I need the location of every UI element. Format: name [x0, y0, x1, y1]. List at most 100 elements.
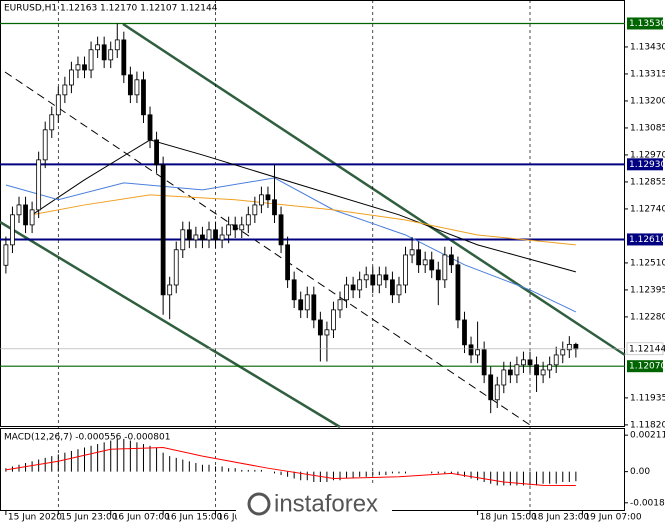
watermark: instaforex	[236, 486, 392, 522]
candle-body	[160, 164, 166, 296]
candle-body	[95, 44, 101, 51]
candle-body	[304, 294, 310, 311]
candle-body	[49, 114, 55, 131]
y-tick-label: 1.12855	[630, 177, 665, 187]
candle-body	[317, 319, 323, 336]
candle-body	[272, 199, 277, 216]
candle-body	[501, 369, 507, 386]
level-label: 1.12610	[629, 235, 665, 245]
candle-body	[213, 229, 218, 241]
x-tick-label: 15 Jun 2020	[8, 513, 62, 523]
candle-body	[62, 84, 68, 96]
candle-body	[10, 214, 15, 246]
candle-body	[265, 194, 271, 201]
candle-body	[521, 359, 526, 366]
y-tick-label: 1.13430	[630, 42, 665, 52]
candle-body	[573, 343, 579, 350]
candle-body	[88, 49, 94, 71]
candle-body	[285, 244, 291, 281]
candle-body	[55, 94, 61, 116]
indicator-title: MACD(12,26,7) -0.000556 -0.000801	[4, 433, 170, 443]
main-panel	[0, 0, 625, 427]
candle-body	[245, 214, 251, 226]
y-tick-label: 0.00	[630, 467, 650, 477]
y-tick-label: 1.13085	[630, 123, 665, 133]
candle-body	[429, 259, 435, 271]
y-tick-label: 1.12510	[630, 258, 665, 268]
candle-body	[232, 224, 238, 231]
candle-body	[69, 69, 74, 86]
x-tick-label: 16 Jun 07:00	[113, 513, 170, 523]
candle-body	[350, 284, 356, 291]
candle-body	[566, 343, 572, 351]
y-tick-label: 1.12970	[630, 150, 665, 160]
candle-body	[534, 364, 539, 376]
y-tick-label: 1.13200	[630, 96, 665, 106]
candle-body	[507, 369, 513, 376]
candle-body	[311, 294, 317, 321]
x-tick-label: 18 Jun 23:00	[532, 513, 589, 523]
candle-body	[42, 129, 48, 161]
candle-body	[291, 279, 297, 301]
candle-body	[481, 349, 487, 376]
candle-body	[344, 284, 349, 301]
candle-body	[101, 44, 107, 61]
watermark-text: instaforex	[274, 490, 378, 517]
candle-body	[23, 204, 28, 226]
candle-body	[114, 39, 120, 51]
candle-body	[141, 79, 146, 116]
candle-body	[219, 234, 225, 241]
candle-body	[376, 274, 382, 286]
level-label: 1.12930	[629, 160, 665, 170]
x-tick-label: 16 Jun 15:00	[165, 513, 222, 523]
candle-body	[258, 194, 264, 206]
candle-body	[127, 74, 133, 96]
candle-body	[553, 354, 559, 366]
x-tick-label: 15 Jun 23:00	[60, 513, 117, 523]
candle-body	[422, 259, 428, 266]
moving-average	[31, 139, 576, 273]
candle-body	[206, 229, 212, 241]
level-label-box	[627, 360, 663, 373]
candle-body	[527, 359, 533, 366]
candle-body	[186, 229, 192, 241]
candle-body	[409, 249, 415, 256]
candle-body	[547, 364, 553, 371]
candle-body	[134, 79, 140, 96]
candle-body	[298, 299, 304, 311]
candle-body	[324, 329, 330, 336]
candle-body	[435, 269, 441, 281]
watermark-icon	[247, 492, 271, 516]
y-tick-label: 1.12395	[630, 285, 665, 295]
candle-body	[173, 249, 179, 286]
candle-body	[462, 319, 467, 346]
candle-body	[167, 284, 173, 296]
signal-line	[5, 447, 576, 486]
y-tick-label: 0.002117	[630, 431, 665, 441]
candle-body	[416, 249, 422, 266]
candle-body	[383, 274, 389, 281]
candle-body	[448, 254, 454, 266]
candle-body	[180, 229, 186, 251]
level-label-box	[627, 17, 663, 30]
candle-body	[200, 234, 205, 241]
y-tick-label: 1.13315	[630, 69, 665, 79]
candle-body	[108, 49, 114, 61]
x-tick-label: 18 Jun 15:00	[480, 513, 537, 523]
candle-body	[82, 64, 87, 71]
candle-body	[278, 214, 284, 246]
candle-body	[442, 254, 448, 281]
candle-body	[193, 234, 199, 241]
candle-body	[370, 274, 376, 286]
candle-body	[331, 309, 336, 331]
candle-body	[475, 349, 480, 356]
candle-body	[226, 224, 232, 236]
candle-body	[36, 159, 42, 211]
y-tick-label: 1.11935	[630, 393, 665, 403]
candle-body	[390, 279, 395, 296]
candle-body	[514, 364, 520, 376]
candle-body	[16, 204, 22, 216]
trend-line	[122, 22, 626, 357]
